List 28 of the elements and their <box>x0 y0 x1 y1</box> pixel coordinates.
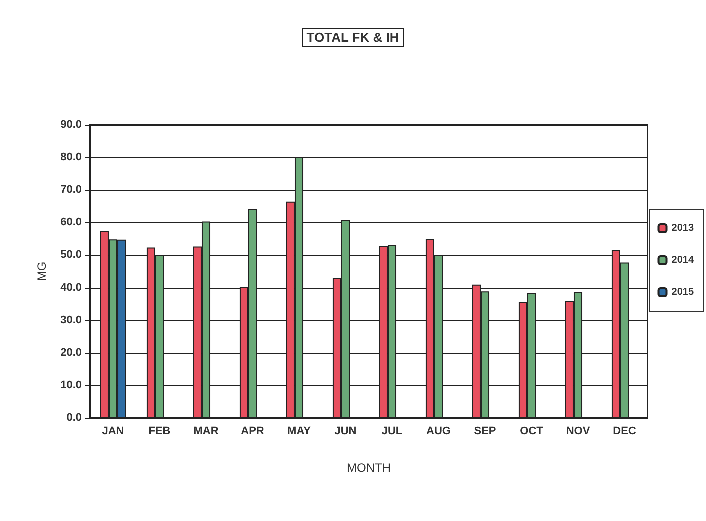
x-tick-label: SEP <box>474 426 496 438</box>
x-axis-title: MONTH <box>347 461 391 475</box>
x-tick-label: JUN <box>334 426 357 438</box>
x-tick-label: FEB <box>148 426 171 438</box>
legend-label: 2015 <box>672 287 694 298</box>
x-tick-label: APR <box>241 426 264 438</box>
y-tick-label: 70.0 <box>60 184 82 196</box>
y-tick-label: 90.0 <box>60 119 82 131</box>
chart-title: TOTAL FK & IH <box>306 30 400 45</box>
y-tick-label: 20.0 <box>60 346 82 359</box>
x-tick-label: MAR <box>194 426 219 438</box>
legend-label: 2013 <box>672 223 694 234</box>
y-tick-label: 30.0 <box>60 314 82 326</box>
x-tick-label: AUG <box>426 426 451 438</box>
y-tick-label: 10.0 <box>60 379 82 392</box>
y-tick-label: 50.0 <box>60 249 82 262</box>
y-tick-label: 60.0 <box>60 216 82 229</box>
x-tick-label: OCT <box>520 426 544 438</box>
x-tick-label: DEC <box>613 426 636 438</box>
y-tick-label: 40.0 <box>60 282 82 294</box>
y-tick-label: 0.0 <box>66 412 82 424</box>
x-tick-label: NOV <box>566 426 591 438</box>
y-tick-label: 80.0 <box>60 152 82 164</box>
legend-label: 2014 <box>672 255 694 266</box>
y-axis-title: MG <box>35 262 49 282</box>
x-tick-label: MAY <box>288 426 312 438</box>
x-tick-label: JUL <box>382 426 403 438</box>
x-tick-label: JAN <box>102 426 124 438</box>
